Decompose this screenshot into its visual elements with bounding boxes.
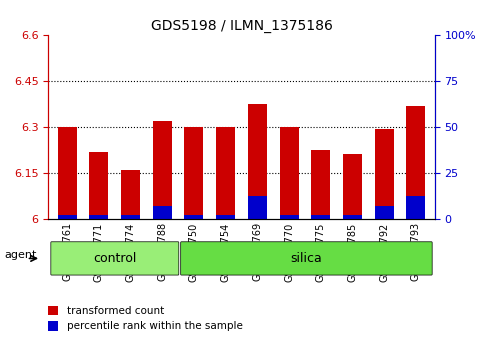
- Bar: [248, 196, 267, 219]
- Bar: [121, 215, 140, 219]
- Bar: [374, 206, 394, 219]
- Text: silica: silica: [291, 252, 322, 265]
- Bar: [153, 121, 172, 219]
- Legend: transformed count, percentile rank within the sample: transformed count, percentile rank withi…: [44, 302, 247, 336]
- Bar: [185, 127, 203, 219]
- Bar: [216, 215, 235, 219]
- Bar: [248, 104, 267, 219]
- Bar: [343, 154, 362, 219]
- Bar: [89, 215, 109, 219]
- Bar: [280, 127, 298, 219]
- FancyBboxPatch shape: [181, 242, 432, 275]
- Bar: [311, 150, 330, 219]
- FancyBboxPatch shape: [51, 242, 179, 275]
- Title: GDS5198 / ILMN_1375186: GDS5198 / ILMN_1375186: [151, 19, 332, 33]
- Bar: [89, 152, 109, 219]
- Bar: [311, 215, 330, 219]
- Bar: [121, 170, 140, 219]
- Bar: [153, 206, 172, 219]
- Bar: [185, 215, 203, 219]
- Bar: [58, 127, 77, 219]
- Text: control: control: [93, 252, 137, 265]
- Text: agent: agent: [5, 250, 37, 260]
- Bar: [406, 106, 425, 219]
- Bar: [216, 127, 235, 219]
- Bar: [406, 196, 425, 219]
- Bar: [58, 215, 77, 219]
- Bar: [374, 129, 394, 219]
- Bar: [343, 215, 362, 219]
- Bar: [280, 215, 298, 219]
